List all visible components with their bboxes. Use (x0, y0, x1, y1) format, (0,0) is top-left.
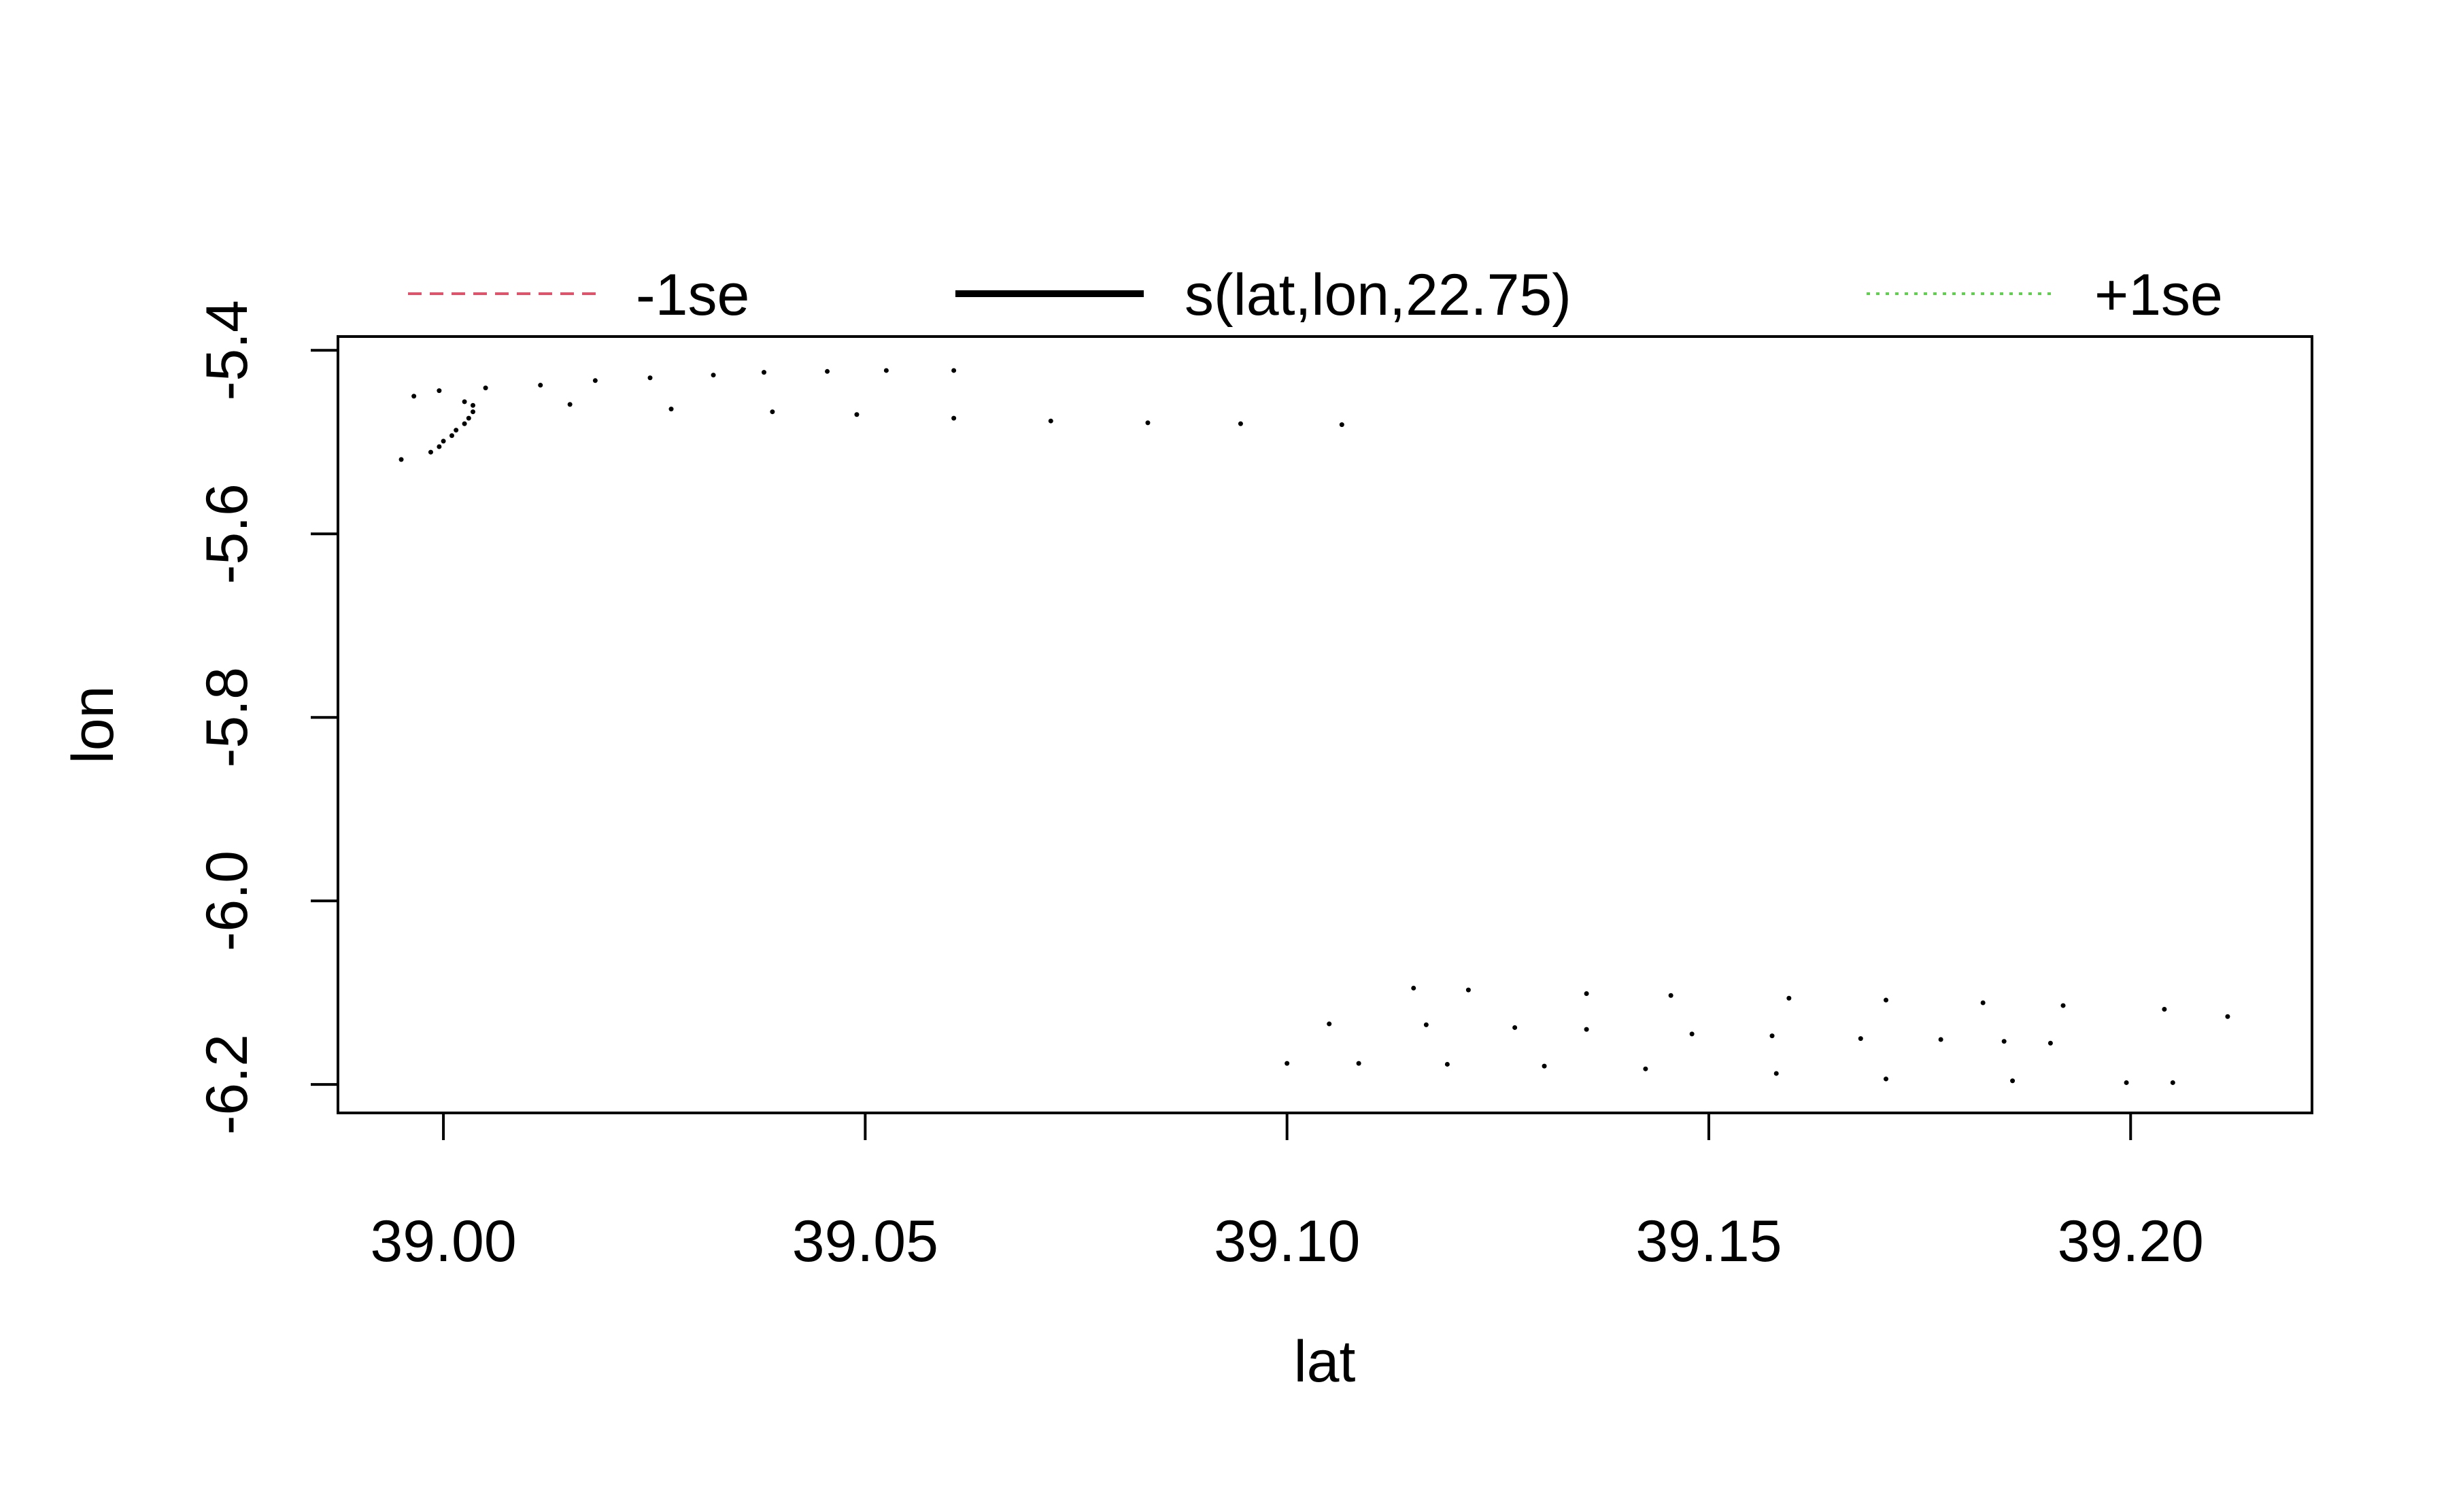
y-tick-label: -6.0 (194, 850, 260, 951)
data-point (454, 428, 459, 433)
data-point (1339, 422, 1344, 428)
data-point (437, 444, 442, 449)
legend-label: s(lat,lon,22.75) (1185, 262, 1571, 328)
y-tick-label: -5.8 (194, 667, 260, 768)
data-point (711, 373, 716, 378)
x-tick-label: 39.10 (1214, 1209, 1360, 1274)
y-tick-label: -5.4 (194, 300, 260, 400)
data-point (854, 412, 860, 417)
data-point (1423, 1022, 1429, 1027)
data-point (466, 415, 471, 421)
data-point (1938, 1037, 1943, 1042)
data-point (1773, 1071, 1779, 1076)
data-point (1444, 1061, 1450, 1067)
data-point (462, 421, 467, 426)
data-points (398, 368, 2230, 1085)
x-tick-label: 39.00 (370, 1209, 516, 1274)
data-point (1980, 1000, 1986, 1006)
data-point (437, 388, 442, 394)
data-point (762, 370, 767, 375)
data-point (2047, 1040, 2053, 1046)
data-point (1238, 421, 1243, 426)
y-tick-label: -6.2 (194, 1034, 260, 1135)
data-point (470, 402, 475, 408)
data-point (1048, 418, 1053, 424)
data-point (825, 368, 830, 374)
data-point (398, 457, 404, 462)
legend-label: +1se (2094, 262, 2223, 328)
legend: -1se s(lat,lon,22.75) +1se (408, 262, 2223, 328)
x-tick-label: 39.15 (1635, 1209, 1782, 1274)
data-point (1584, 1027, 1589, 1032)
data-point (2010, 1078, 2016, 1084)
data-point (1769, 1033, 1775, 1039)
data-point (592, 378, 598, 383)
y-axis-title: lon (61, 686, 126, 764)
data-point (2001, 1039, 2007, 1044)
data-point (1465, 987, 1471, 993)
data-point (1643, 1066, 1648, 1071)
data-point (1786, 995, 1792, 1001)
x-tick-label: 39.20 (2058, 1209, 2204, 1274)
data-point (1668, 993, 1673, 998)
data-point (2225, 1014, 2230, 1019)
data-point (1145, 420, 1151, 426)
data-point (951, 368, 957, 373)
data-point (1542, 1063, 1547, 1069)
x-tick-label: 39.05 (792, 1209, 938, 1274)
data-point (1883, 1076, 1888, 1082)
data-point (668, 407, 674, 412)
data-point (883, 368, 889, 373)
data-point (1411, 985, 1416, 991)
data-point (1356, 1061, 1361, 1066)
data-point (2124, 1080, 2129, 1085)
x-axis: 39.00 39.05 39.10 39.15 39.20 (370, 1112, 2204, 1274)
data-point (1584, 991, 1589, 997)
data-point (1285, 1061, 1290, 1066)
data-point (441, 439, 446, 444)
data-point (2170, 1080, 2175, 1085)
data-point (770, 409, 775, 415)
data-point (1689, 1031, 1695, 1037)
data-point (428, 449, 433, 455)
legend-label: -1se (636, 262, 749, 328)
data-point (538, 383, 543, 388)
data-point (462, 399, 467, 405)
data-point (449, 433, 454, 439)
data-point (483, 385, 488, 391)
data-point (1512, 1025, 1518, 1030)
data-point (567, 402, 573, 407)
y-axis: -5.4 -5.6 -5.8 -6.0 -6.2 (194, 300, 339, 1135)
data-point (470, 409, 475, 415)
data-point (647, 375, 653, 381)
data-point (1858, 1036, 1863, 1042)
y-tick-label: -5.6 (194, 483, 260, 584)
data-point (411, 394, 417, 399)
data-point (951, 415, 957, 421)
data-point (1327, 1021, 1332, 1027)
data-point (2162, 1006, 2167, 1012)
data-point (2060, 1003, 2066, 1008)
x-axis-title: lat (1294, 1329, 1356, 1394)
data-point (1883, 997, 1888, 1003)
